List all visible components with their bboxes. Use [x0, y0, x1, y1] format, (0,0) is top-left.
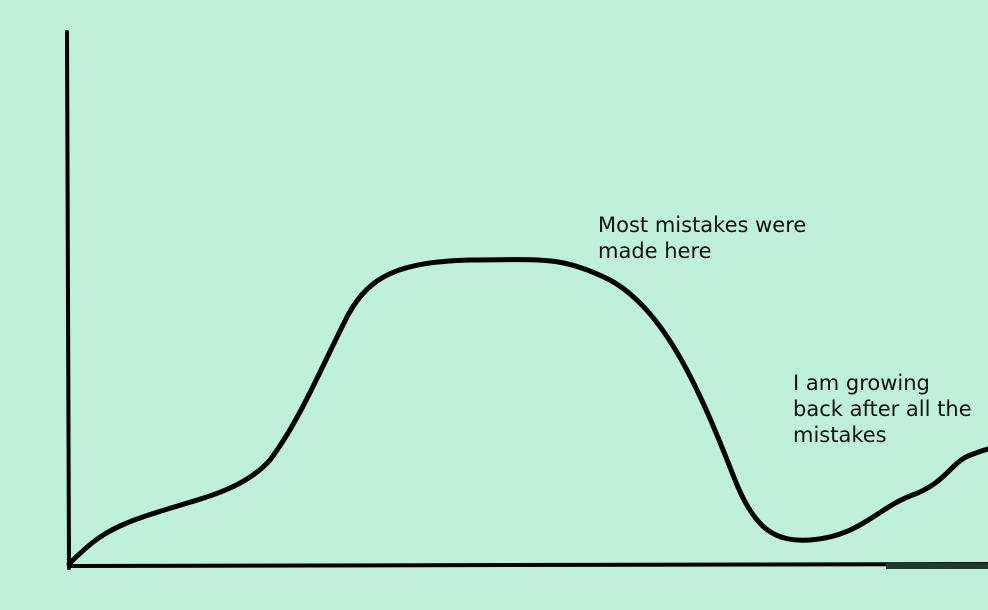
annotation-peak: Most mistakes were made here	[598, 213, 807, 263]
y-axis	[65, 30, 71, 570]
x-axis	[67, 562, 988, 568]
annotation-recovery: I am growing back after all the mistakes	[793, 371, 972, 447]
line-series-0	[66, 257, 988, 567]
